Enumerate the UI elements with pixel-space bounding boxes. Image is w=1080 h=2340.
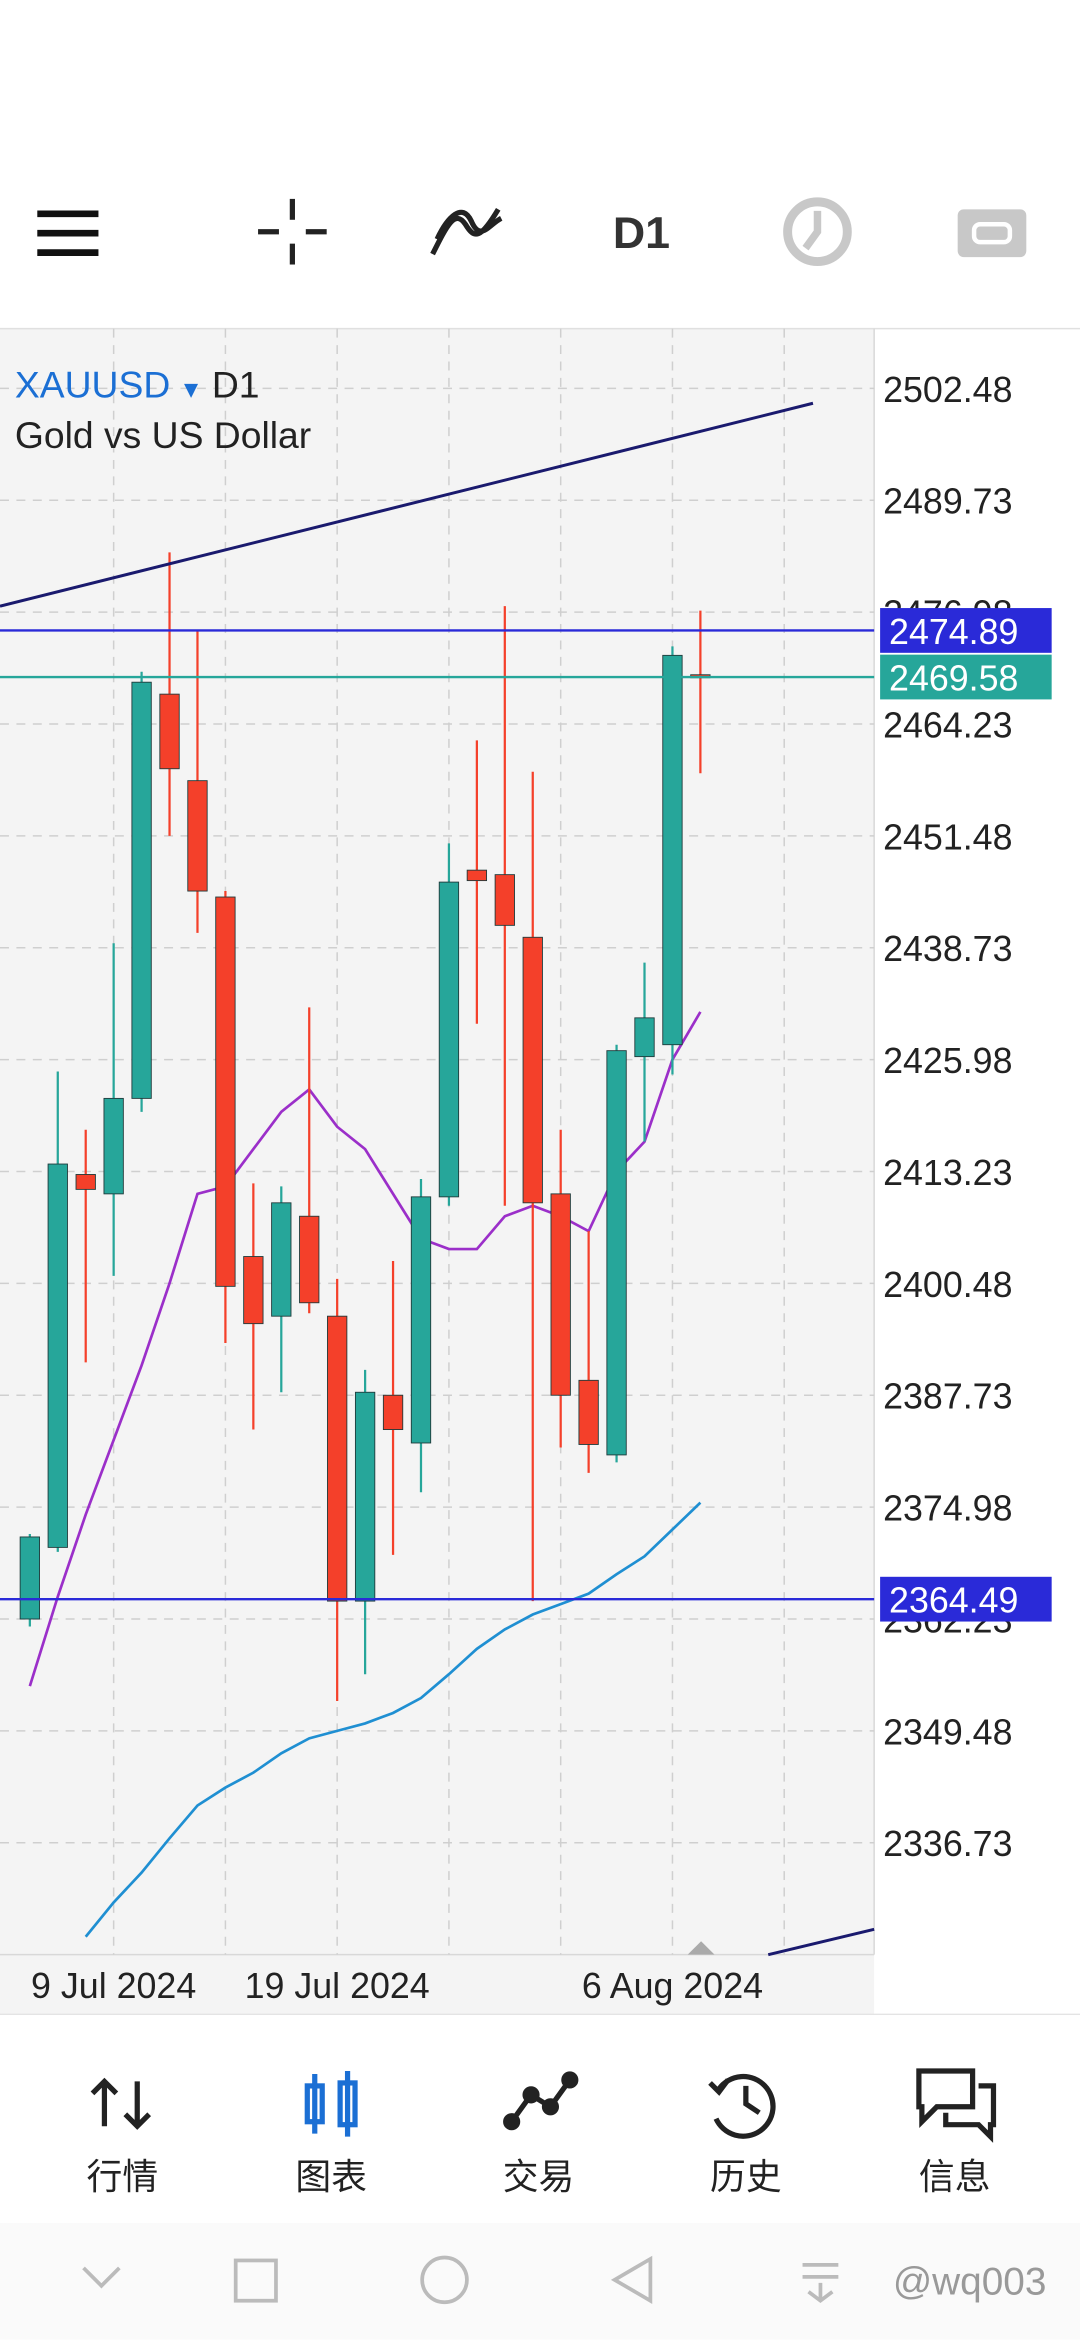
candle-body <box>131 681 152 1099</box>
y-tick-label: 2451.48 <box>883 817 1012 857</box>
candle-body <box>522 936 543 1204</box>
chart-icon[interactable] <box>304 2070 358 2137</box>
candle-body <box>19 1536 40 1620</box>
trend-line <box>0 401 814 608</box>
candle-body <box>271 1202 292 1317</box>
candle-body <box>550 1193 571 1396</box>
y-tick-label: 2489.73 <box>883 482 1012 522</box>
top-bar <box>0 0 1080 329</box>
trade-icon[interactable] <box>503 2071 579 2131</box>
candle-body <box>410 1196 432 1444</box>
y-tick-label: 2502.48 <box>883 370 1012 410</box>
candle-body <box>438 881 460 1198</box>
candle-body <box>187 780 208 892</box>
trend-line <box>767 1927 875 1957</box>
system-back[interactable] <box>610 2255 653 2304</box>
indicators-button[interactable] <box>430 207 503 256</box>
plot <box>0 552 875 1938</box>
candle-body <box>47 1163 68 1548</box>
nav-label[interactable]: 行情 <box>87 2157 159 2197</box>
system-home[interactable] <box>420 2255 469 2305</box>
system-nav <box>82 2255 839 2305</box>
watermark: @wq003 <box>893 2261 1047 2304</box>
clock-button[interactable] <box>783 197 852 267</box>
quotes-icon[interactable] <box>90 2077 152 2130</box>
candle-body <box>578 1379 599 1445</box>
candle-body <box>243 1256 264 1325</box>
menu-button[interactable] <box>37 210 99 256</box>
price-tag-label: 2469.58 <box>889 658 1018 698</box>
system-bar <box>0 2223 1080 2340</box>
candle-body <box>103 1097 124 1195</box>
nav-label[interactable]: 图表 <box>295 2157 367 2197</box>
price-tag-label: 2364.49 <box>889 1581 1018 1621</box>
symbol: XAUUSD <box>15 363 170 405</box>
messages-icon[interactable] <box>916 2068 997 2143</box>
crosshair-button[interactable] <box>258 198 327 265</box>
y-tick-label: 2425.98 <box>883 1041 1012 1081</box>
history-icon[interactable] <box>708 2073 776 2139</box>
y-tick-label: 2438.73 <box>883 929 1012 969</box>
x-tick-label: 9 Jul 2024 <box>31 1966 196 2006</box>
timeframe-button[interactable]: D1 <box>613 208 670 258</box>
link-button[interactable] <box>957 209 1027 258</box>
system-recents[interactable] <box>233 2258 278 2303</box>
y-tick-label: 2464.23 <box>883 705 1012 745</box>
shift-marker <box>687 1941 715 1955</box>
system-collapse[interactable] <box>82 2266 121 2289</box>
y-tick-label: 2387.73 <box>883 1377 1012 1417</box>
symbol-header: XAUUSD ▼ D1 <box>15 363 260 405</box>
candle-body <box>215 896 236 1287</box>
labels: 2336.732349.482362.232374.982387.732400.… <box>31 370 1052 2006</box>
candle-body <box>299 1215 320 1304</box>
price-tag <box>880 654 1052 700</box>
bottom-nav: 行情 图表 交易 历史 信息 <box>87 2068 997 2197</box>
candle-body <box>382 1394 404 1431</box>
y-tick-label: 2336.73 <box>883 1824 1012 1864</box>
candle-body <box>494 874 515 926</box>
price-tag <box>880 608 1052 653</box>
timeframe: D1 <box>212 363 260 405</box>
symbol-description: Gold vs US Dollar <box>15 414 311 456</box>
candle-body <box>634 1017 655 1058</box>
y-tick-label: 2374.98 <box>883 1489 1012 1529</box>
candle-body <box>159 693 180 770</box>
candle-body <box>327 1315 348 1602</box>
price-tag <box>880 1576 1052 1622</box>
candle-body <box>662 654 683 1046</box>
price-tag-label: 2474.89 <box>889 612 1018 652</box>
candle-body <box>75 1174 96 1190</box>
y-tick-label: 2349.48 <box>883 1712 1012 1752</box>
y-tick-label: 2413.23 <box>883 1153 1012 1193</box>
y-tick-label: 2400.48 <box>883 1265 1012 1305</box>
candle-body <box>466 869 488 882</box>
nav-label[interactable]: 交易 <box>503 2157 575 2197</box>
x-tick-label: 19 Jul 2024 <box>245 1966 430 2006</box>
nav-label[interactable]: 信息 <box>919 2157 991 2197</box>
system-download[interactable] <box>802 2263 839 2304</box>
candle-body <box>354 1391 376 1602</box>
candle-body <box>606 1050 627 1456</box>
x-tick-label: 6 Aug 2024 <box>582 1966 763 2006</box>
moving-average <box>84 1501 702 1938</box>
dropdown-arrow[interactable]: ▼ <box>179 376 203 403</box>
nav-label[interactable]: 历史 <box>710 2157 782 2197</box>
